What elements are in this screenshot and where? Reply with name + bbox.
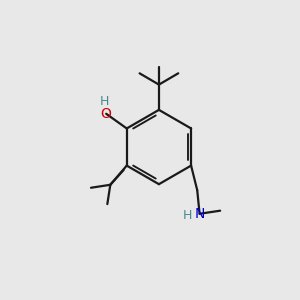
Text: O: O bbox=[101, 107, 112, 121]
Text: H: H bbox=[100, 95, 110, 108]
Text: H: H bbox=[182, 209, 192, 222]
Text: N: N bbox=[194, 207, 205, 221]
